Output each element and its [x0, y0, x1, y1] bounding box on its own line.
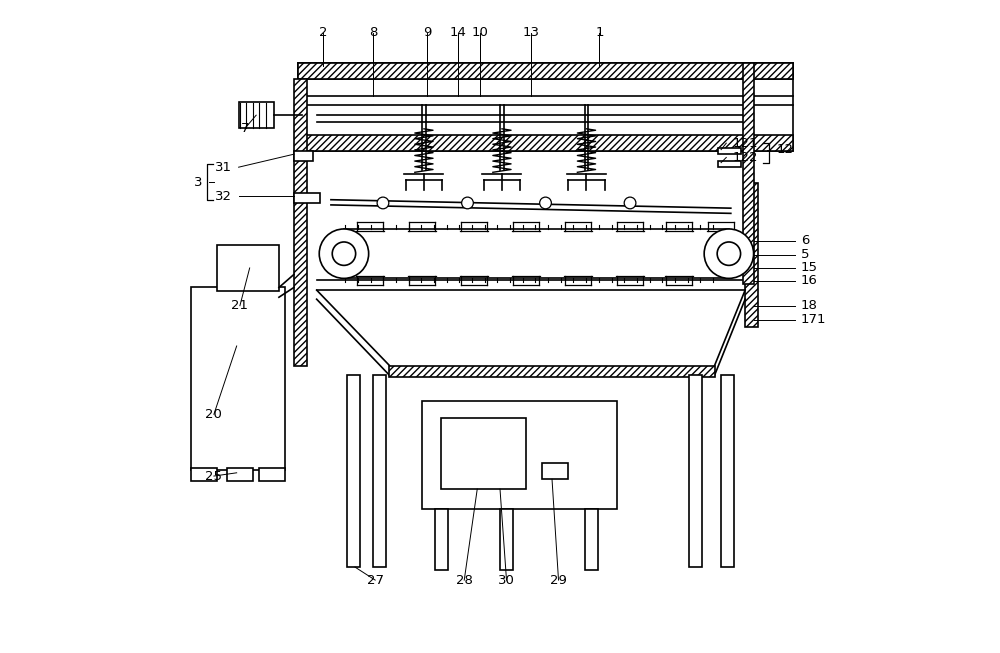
Text: 10: 10: [472, 26, 489, 39]
Bar: [227, 468, 253, 481]
Text: 6: 6: [801, 234, 809, 247]
Text: 27: 27: [367, 573, 384, 586]
Bar: [191, 468, 217, 481]
Bar: [718, 148, 741, 154]
Text: 25: 25: [205, 470, 222, 483]
Bar: [298, 63, 793, 151]
Circle shape: [332, 242, 356, 265]
Circle shape: [462, 197, 473, 209]
Text: 9: 9: [423, 26, 431, 39]
Text: 5: 5: [801, 249, 810, 261]
Bar: [239, 102, 274, 128]
Text: 12: 12: [776, 143, 793, 156]
Text: 1: 1: [595, 26, 604, 39]
Bar: [298, 135, 793, 151]
Circle shape: [717, 242, 741, 265]
Bar: [500, 509, 513, 570]
Circle shape: [624, 197, 636, 209]
Bar: [298, 63, 793, 80]
Bar: [743, 63, 754, 284]
Circle shape: [377, 197, 389, 209]
Text: 16: 16: [801, 274, 818, 287]
Text: 2: 2: [319, 26, 327, 39]
Bar: [294, 193, 320, 203]
Text: 8: 8: [369, 26, 377, 39]
Bar: [422, 402, 617, 509]
Text: 20: 20: [205, 407, 222, 421]
Bar: [441, 417, 526, 489]
Text: 18: 18: [801, 299, 818, 312]
Bar: [721, 375, 734, 567]
Circle shape: [319, 229, 369, 278]
Text: 122: 122: [733, 151, 758, 164]
Circle shape: [540, 197, 551, 209]
Text: 31: 31: [215, 161, 232, 174]
Bar: [389, 366, 715, 377]
Text: 15: 15: [801, 261, 818, 274]
Text: 29: 29: [550, 573, 567, 586]
Text: 13: 13: [523, 26, 540, 39]
Circle shape: [704, 229, 754, 278]
Text: 30: 30: [498, 573, 515, 586]
Bar: [542, 463, 568, 479]
Text: 121: 121: [733, 136, 758, 150]
Text: 14: 14: [449, 26, 466, 39]
Bar: [718, 161, 741, 167]
Text: 28: 28: [456, 573, 473, 586]
Bar: [298, 63, 793, 80]
Bar: [294, 151, 313, 161]
Bar: [294, 80, 307, 366]
Bar: [435, 509, 448, 570]
Text: 7: 7: [241, 121, 249, 135]
Bar: [585, 509, 598, 570]
Text: 171: 171: [801, 313, 827, 326]
Bar: [259, 468, 285, 481]
Bar: [745, 183, 758, 326]
Text: 32: 32: [215, 190, 232, 203]
Text: 3: 3: [194, 176, 202, 189]
Bar: [191, 287, 285, 470]
Bar: [689, 375, 702, 567]
Bar: [373, 375, 386, 567]
Bar: [217, 246, 279, 291]
Text: 21: 21: [231, 299, 248, 312]
Bar: [347, 375, 360, 567]
